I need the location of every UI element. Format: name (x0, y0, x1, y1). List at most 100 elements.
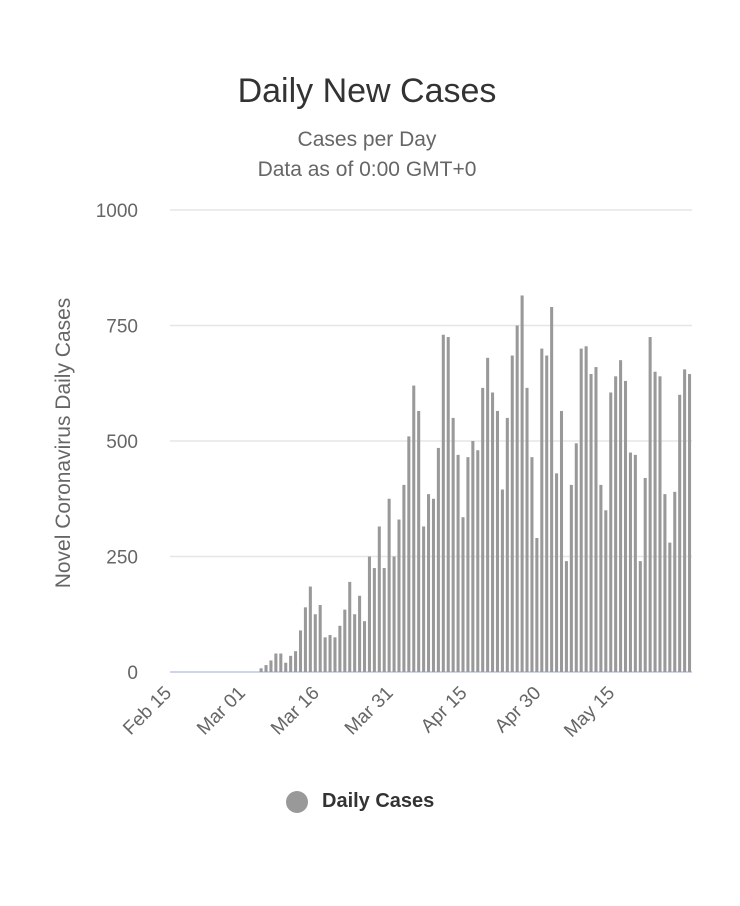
bar[interactable] (298, 630, 303, 672)
bar[interactable] (515, 325, 519, 673)
bar[interactable] (584, 346, 588, 672)
bar[interactable] (688, 374, 692, 672)
grid-lines (170, 209, 692, 673)
chart-subtitle-date: Data as of 0:00 GMT+0 (257, 158, 477, 181)
bar[interactable] (589, 374, 593, 672)
bar[interactable] (623, 380, 628, 672)
bar[interactable] (279, 653, 283, 672)
bar[interactable] (559, 410, 564, 672)
bar[interactable] (313, 614, 317, 672)
x-tick-label: Mar 16 (267, 683, 324, 740)
bar[interactable] (367, 556, 371, 673)
bar[interactable] (481, 387, 485, 672)
bar[interactable] (505, 417, 509, 672)
bar[interactable] (471, 441, 475, 672)
y-tick-label: 1000 (96, 201, 138, 222)
bar[interactable] (550, 307, 554, 672)
bar[interactable] (269, 660, 273, 672)
bar[interactable] (628, 452, 632, 672)
bar[interactable] (633, 454, 637, 672)
bar[interactable] (574, 443, 578, 672)
bar[interactable] (417, 410, 421, 672)
bar[interactable] (495, 410, 499, 672)
bar[interactable] (303, 607, 307, 672)
bar[interactable] (358, 595, 362, 672)
bar[interactable] (274, 653, 278, 672)
bar[interactable] (564, 561, 568, 672)
bar[interactable] (308, 586, 312, 672)
y-tick-label: 500 (106, 432, 138, 453)
bar[interactable] (579, 348, 583, 672)
bar[interactable] (594, 367, 598, 672)
bar[interactable] (436, 447, 440, 672)
bar[interactable] (599, 484, 603, 672)
bar[interactable] (348, 581, 352, 672)
bar[interactable] (486, 357, 490, 672)
x-tick-label: Mar 31 (341, 683, 398, 740)
bar[interactable] (294, 651, 298, 672)
bar[interactable] (658, 376, 662, 672)
bar[interactable] (520, 295, 524, 672)
bar[interactable] (668, 542, 672, 672)
bar[interactable] (673, 491, 677, 672)
legend-label: Daily Cases (322, 790, 435, 812)
bar[interactable] (284, 662, 288, 672)
chart-subtitle: Cases per Day (297, 128, 437, 151)
bar[interactable] (377, 526, 381, 672)
bar[interactable] (456, 454, 460, 672)
bar[interactable] (461, 517, 465, 672)
bar[interactable] (604, 510, 608, 672)
bar[interactable] (530, 457, 534, 672)
bar[interactable] (318, 605, 322, 672)
y-axis-ticks: 0 250 500 750 1000 (96, 201, 138, 684)
bar-series (259, 295, 692, 673)
bar[interactable] (540, 348, 544, 672)
bar[interactable] (648, 337, 652, 672)
bar[interactable] (392, 556, 396, 673)
bar[interactable] (476, 450, 480, 672)
bar[interactable] (446, 337, 450, 672)
bar[interactable] (653, 371, 657, 672)
bar[interactable] (323, 637, 327, 672)
bar[interactable] (609, 392, 613, 672)
legend[interactable]: Daily Cases (286, 790, 434, 813)
bar[interactable] (333, 637, 337, 672)
bar[interactable] (338, 625, 342, 672)
bar[interactable] (382, 568, 386, 672)
bar[interactable] (397, 519, 401, 672)
bar[interactable] (500, 489, 504, 672)
bar[interactable] (441, 334, 445, 672)
bar[interactable] (328, 635, 332, 672)
bar[interactable] (614, 376, 618, 672)
bar[interactable] (431, 498, 435, 672)
bar[interactable] (545, 355, 549, 672)
bar[interactable] (264, 665, 268, 672)
bar[interactable] (343, 609, 347, 672)
bar[interactable] (402, 484, 406, 672)
bar[interactable] (259, 668, 263, 672)
bar[interactable] (412, 385, 416, 672)
bar[interactable] (619, 360, 623, 672)
bar[interactable] (372, 568, 376, 672)
bar[interactable] (683, 369, 687, 672)
bar[interactable] (535, 538, 539, 672)
bar[interactable] (362, 621, 367, 672)
bar[interactable] (422, 526, 426, 672)
bar[interactable] (387, 498, 391, 672)
bar[interactable] (638, 561, 642, 672)
bar[interactable] (555, 473, 559, 672)
y-axis-label: Novel Coronavirus Daily Cases (52, 298, 75, 589)
bar[interactable] (407, 436, 411, 672)
bar[interactable] (353, 614, 357, 672)
bar[interactable] (569, 484, 573, 672)
bar[interactable] (491, 392, 495, 672)
bar[interactable] (451, 417, 455, 672)
bar[interactable] (525, 387, 529, 672)
bar[interactable] (678, 394, 682, 672)
bar[interactable] (663, 494, 667, 672)
bar[interactable] (466, 457, 470, 672)
bar[interactable] (289, 655, 293, 672)
bar[interactable] (427, 494, 431, 672)
bar[interactable] (510, 355, 514, 672)
bar[interactable] (643, 477, 647, 672)
